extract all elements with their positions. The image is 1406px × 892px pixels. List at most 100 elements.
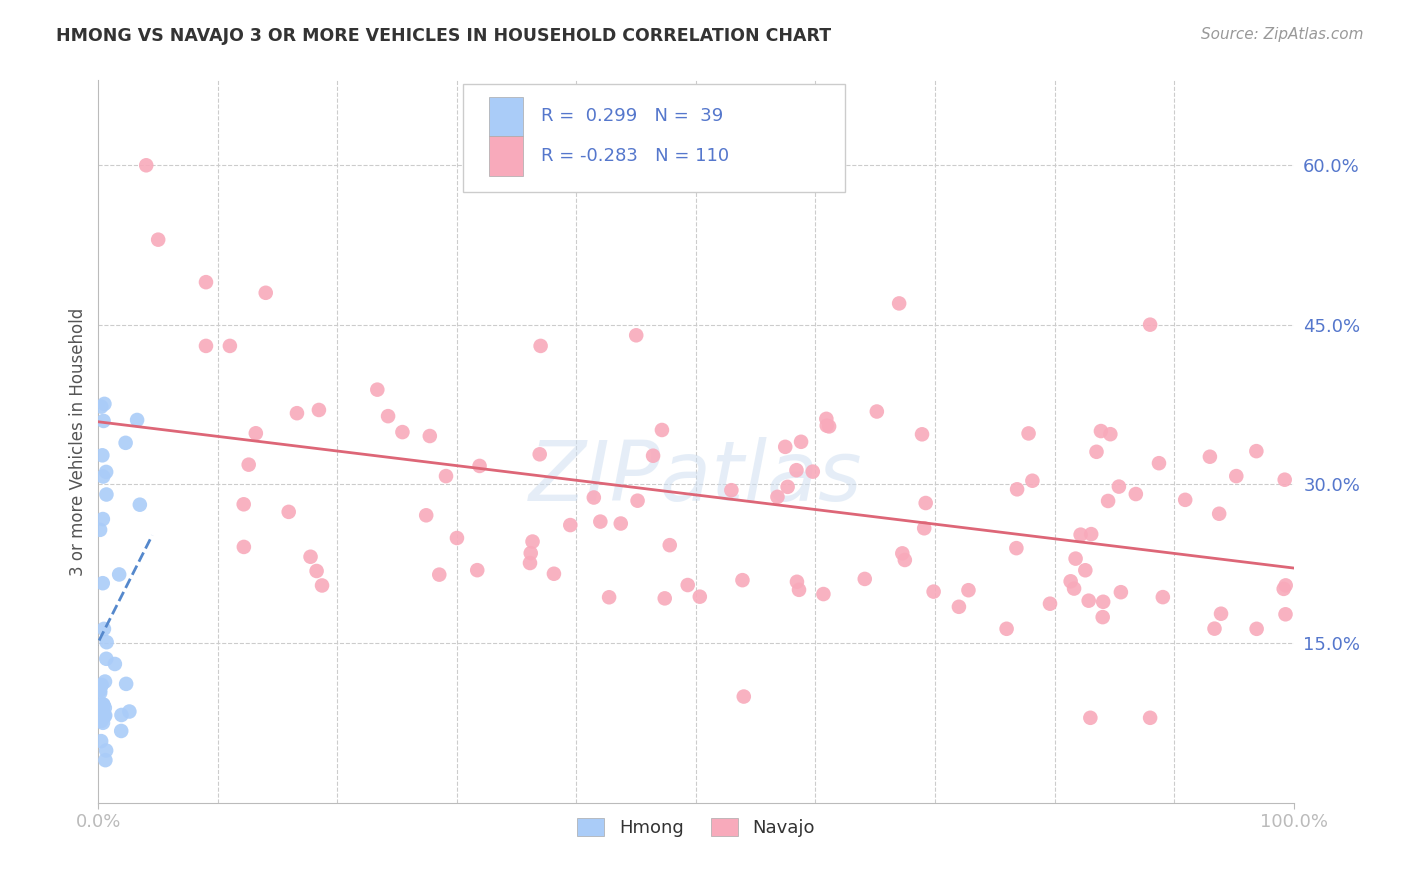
Point	[148, 233, 170, 247]
Point	[89, 523, 111, 537]
Point	[1097, 494, 1119, 508]
Point	[731, 573, 754, 587]
Point	[654, 591, 676, 606]
Point	[1090, 424, 1112, 438]
Point	[813, 587, 835, 601]
Point	[91, 576, 114, 591]
Point	[94, 465, 117, 479]
Point	[1246, 444, 1268, 458]
Point	[894, 553, 917, 567]
Point	[391, 425, 413, 439]
Point	[366, 383, 388, 397]
Point	[522, 534, 544, 549]
Point	[922, 584, 945, 599]
Point	[598, 591, 620, 605]
Point	[1272, 582, 1295, 596]
Point	[641, 449, 664, 463]
Point	[995, 622, 1018, 636]
Point	[1246, 622, 1268, 636]
Point	[135, 158, 157, 172]
Y-axis label: 3 or more Vehicles in Household: 3 or more Vehicles in Household	[69, 308, 87, 575]
Point	[1099, 427, 1122, 442]
Point	[115, 677, 138, 691]
Point	[912, 521, 935, 535]
Point	[1139, 318, 1161, 332]
Point	[1199, 450, 1222, 464]
Point	[1091, 610, 1114, 624]
Point	[1064, 551, 1087, 566]
Point	[1074, 563, 1097, 577]
Point	[891, 546, 914, 560]
Point	[91, 512, 114, 526]
Point	[1085, 445, 1108, 459]
Point	[308, 403, 330, 417]
Point	[773, 440, 796, 454]
Point	[911, 427, 934, 442]
Point	[465, 563, 488, 577]
Point	[815, 418, 838, 433]
Point	[91, 715, 114, 730]
Point	[786, 574, 808, 589]
Text: R = -0.283   N = 110: R = -0.283 N = 110	[541, 147, 728, 165]
Point	[110, 708, 132, 723]
Point	[815, 412, 838, 426]
Point	[776, 480, 799, 494]
Point	[94, 753, 117, 767]
Point	[114, 435, 136, 450]
Point	[1021, 474, 1043, 488]
Point	[543, 566, 565, 581]
Point	[589, 515, 612, 529]
Point	[1070, 527, 1092, 541]
Point	[658, 538, 681, 552]
Point	[948, 599, 970, 614]
Point	[446, 531, 468, 545]
Point	[94, 701, 117, 715]
Point	[277, 505, 299, 519]
Point	[914, 496, 936, 510]
Point	[90, 400, 112, 414]
Legend: Hmong, Navajo: Hmong, Navajo	[569, 811, 823, 845]
Point	[733, 690, 755, 704]
Point	[1059, 574, 1081, 589]
Point	[94, 743, 117, 757]
Point	[582, 491, 605, 505]
Point	[96, 652, 118, 666]
Point	[377, 409, 399, 424]
Point	[1204, 622, 1226, 636]
Point	[1274, 607, 1296, 622]
Point	[419, 429, 441, 443]
Point	[232, 497, 254, 511]
FancyBboxPatch shape	[489, 96, 523, 136]
Point	[1005, 541, 1028, 556]
Point	[93, 705, 115, 719]
Point	[93, 397, 115, 411]
Point	[94, 674, 117, 689]
Point	[1208, 507, 1230, 521]
Point	[94, 708, 117, 723]
Point	[519, 556, 541, 570]
Point	[957, 583, 980, 598]
Point	[90, 679, 112, 693]
Point	[299, 549, 322, 564]
Point	[1174, 492, 1197, 507]
Point	[1274, 473, 1296, 487]
Point	[651, 423, 673, 437]
Text: ZIPatlas: ZIPatlas	[529, 437, 863, 518]
Point	[1080, 711, 1102, 725]
Point	[1209, 607, 1232, 621]
Point	[1109, 585, 1132, 599]
Point	[1039, 597, 1062, 611]
Point	[90, 714, 112, 728]
Point	[285, 406, 308, 420]
Point	[1108, 480, 1130, 494]
FancyBboxPatch shape	[463, 84, 845, 193]
Point	[785, 463, 807, 477]
Point	[818, 419, 841, 434]
Point	[610, 516, 633, 531]
Point	[238, 458, 260, 472]
Point	[1225, 469, 1247, 483]
Point	[90, 734, 112, 748]
Point	[1092, 595, 1115, 609]
Point	[1274, 578, 1296, 592]
Point	[415, 508, 437, 523]
